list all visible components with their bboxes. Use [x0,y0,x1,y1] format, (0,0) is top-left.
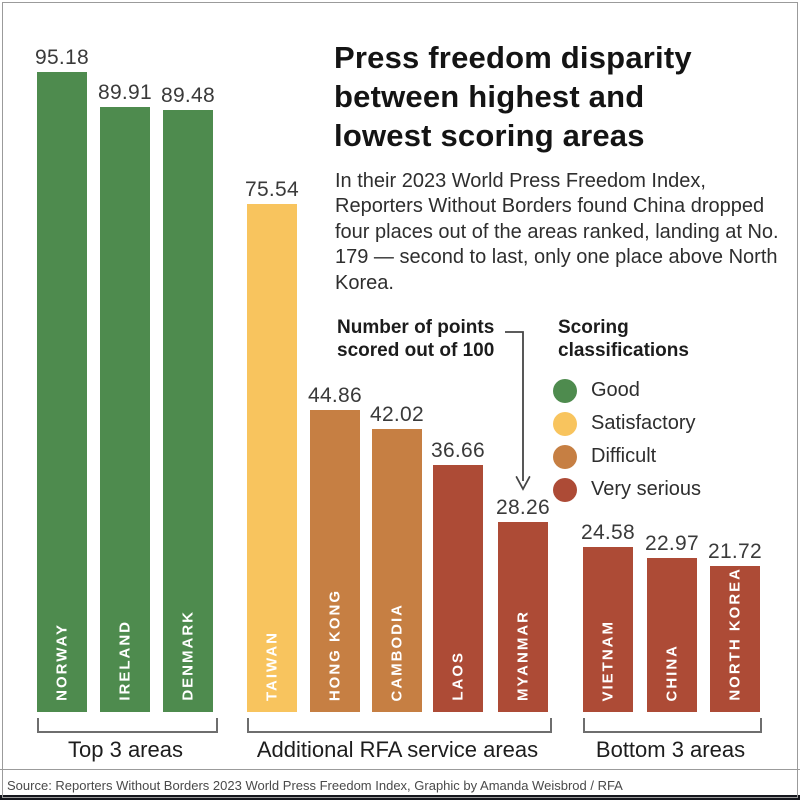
bar-myanmar: MYANMAR [498,522,548,712]
legend-title: Scoring classifications [558,317,689,361]
source-credit: Source: Reporters Without Borders 2023 W… [7,778,623,793]
group-label: Additional RFA service areas [256,737,539,762]
legend-item: Very serious [553,473,701,506]
bar-value: 28.26 [495,496,551,519]
group-bracket [247,718,552,733]
bar-ireland: IRELAND [100,107,150,712]
bar-label: HONG KONG [326,588,344,701]
bar-value: 24.58 [580,521,636,544]
bar-hong-kong: HONG KONG [310,410,360,712]
bar-value: 22.97 [644,532,700,555]
legend-item: Good [553,374,701,407]
bar-label: IRELAND [116,620,134,701]
page-title-line: between highest and [334,79,645,114]
bar-value: 89.48 [160,84,216,107]
bar-label: DENMARK [179,610,197,701]
bar-value: 75.54 [244,178,300,201]
bar-label: NORTH KOREA [726,567,744,701]
bar-denmark: DENMARK [163,110,213,712]
bar-taiwan: TAIWAN [247,204,297,712]
page-title-line: lowest scoring areas [334,118,645,153]
bar-value: 44.86 [307,384,363,407]
axis-annotation: Number of points scored out of 100 [337,316,494,362]
legend-items: Good Satisfactory Difficult Very serious [553,374,701,506]
bar-value: 36.66 [430,439,486,462]
group-bracket [583,718,762,733]
bar-laos: LAOS [433,465,483,712]
bar-cambodia: CAMBODIA [372,429,422,712]
footer-divider [0,769,800,770]
bar-label: MYANMAR [514,610,532,701]
bar-china: CHINA [647,558,697,712]
axis-annotation-line: scored out of 100 [337,340,495,361]
bar-north-korea: NORTH KOREA [710,566,760,712]
legend-item-label: Difficult [591,445,657,467]
group-label: Top 3 areas [68,737,183,762]
bar-vietnam: VIETNAM [583,547,633,712]
bar-value: 89.91 [97,81,153,104]
bar-label: VIETNAM [599,619,617,702]
group-bracket [37,718,218,733]
legend-item: Satisfactory [553,407,701,440]
page-title: Press freedom disparity between highest … [334,38,794,155]
legend-item-label: Very serious [591,478,702,500]
bar-norway: NORWAY [37,72,87,712]
legend-item: Difficult [553,440,701,473]
bar-label: NORWAY [53,623,71,701]
bar-value: 42.02 [369,403,425,426]
legend-swatch-icon [553,378,577,403]
bar-value: 21.72 [707,540,763,563]
legend-item-label: Good [591,379,640,401]
page-title-line: Press freedom disparity [334,40,692,75]
chart-subtitle: In their 2023 World Press Freedom Index,… [335,170,779,294]
axis-annotation-line: Number of points [337,317,495,338]
bar-label: TAIWAN [263,630,281,701]
bottom-accent-bar [0,795,800,800]
group-label: Bottom 3 areas [595,737,746,762]
legend-swatch-icon [553,444,577,469]
bar-label: LAOS [449,651,467,701]
bar-label: CAMBODIA [388,602,406,702]
legend-swatch-icon [553,477,577,502]
bar-value: 95.18 [34,46,90,69]
legend-item-label: Satisfactory [591,412,696,434]
legend: Scoring classifications Good Satisfactory… [553,316,701,506]
legend-swatch-icon [553,411,577,436]
bar-label: CHINA [663,643,681,702]
